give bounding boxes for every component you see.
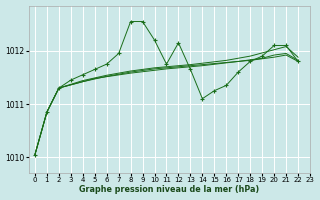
X-axis label: Graphe pression niveau de la mer (hPa): Graphe pression niveau de la mer (hPa) [79,185,260,194]
